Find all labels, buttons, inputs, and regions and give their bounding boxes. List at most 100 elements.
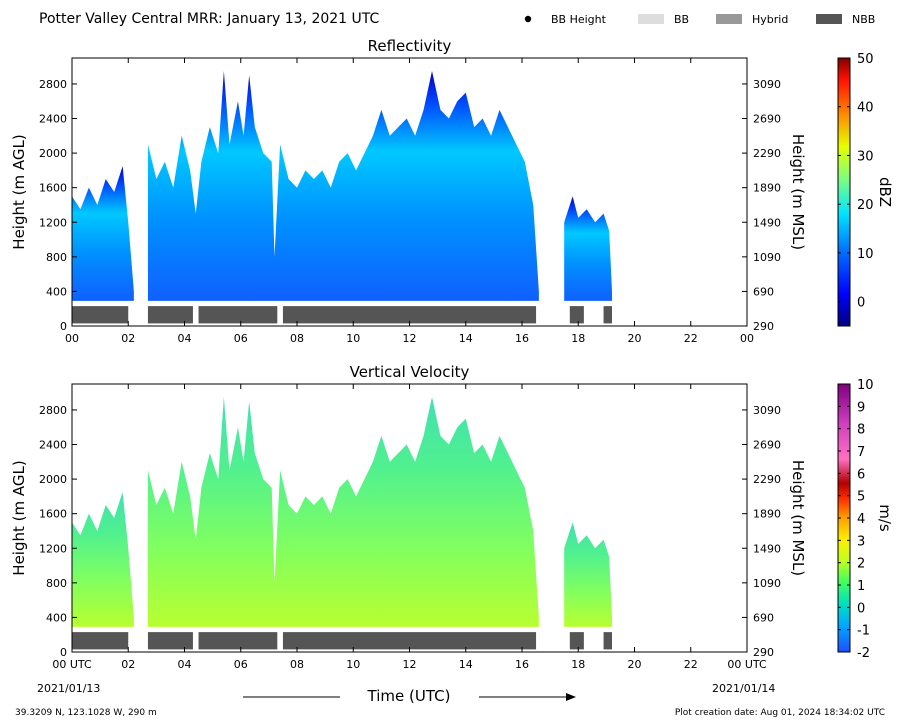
y2-tick-label: 690	[753, 285, 774, 298]
precip-type-bar	[569, 632, 584, 650]
y-tick-label: 400	[46, 611, 67, 624]
colorbar-tick-label: 4	[857, 512, 865, 527]
velocity-echo-segment	[564, 522, 612, 627]
colorbar-tick-label: 6	[857, 467, 865, 482]
y-tick-label: 0	[60, 320, 67, 333]
y-tick-label: 800	[46, 251, 67, 264]
colorbar-tick-label: 9	[857, 400, 865, 415]
x-tick-label: 00 UTC	[727, 658, 767, 671]
y-tick-label: 1600	[39, 182, 67, 195]
y-tick-label: 2800	[39, 404, 67, 417]
precip-type-bar	[72, 306, 129, 324]
x-axis-label: Time (UTC)	[367, 687, 451, 705]
x-tick-label: 00 UTC	[52, 658, 92, 671]
legend-swatch-nbb	[816, 14, 842, 24]
colorbar-tick-label: -1	[857, 624, 870, 639]
x-tick-label: 00	[740, 332, 754, 345]
reflectivity-colorbar-label: dBZ	[876, 177, 894, 207]
x-tick-label: 18	[571, 332, 585, 345]
velocity-precip-type-bars	[72, 632, 612, 650]
legend-label-bb-height: BB Height	[551, 13, 607, 26]
colorbar-tick-label: 1	[857, 579, 865, 594]
y2-tick-label: 1090	[753, 577, 781, 590]
y-tick-label: 1200	[39, 542, 67, 555]
y-tick-label: 800	[46, 577, 67, 590]
x-tick-label: 20	[628, 658, 642, 671]
precip-type-bar	[147, 306, 193, 324]
x-tick-label: 16	[515, 658, 529, 671]
y2-tick-label: 290	[753, 646, 774, 659]
x-tick-label: 12	[403, 332, 417, 345]
y-tick-label: 2000	[39, 473, 67, 486]
legend-label-bb: BB	[674, 13, 689, 26]
velocity-colorbar-label: m/s	[876, 504, 894, 532]
colorbar-tick-label: 30	[857, 149, 874, 164]
colorbar-tick-label: 10	[857, 378, 874, 393]
x-tick-label: 08	[290, 332, 304, 345]
legend-label-nbb: NBB	[852, 13, 875, 26]
precip-type-bar	[282, 306, 537, 324]
y2-tick-label: 2290	[753, 473, 781, 486]
precip-type-bar	[569, 306, 584, 324]
x-tick-label: 06	[234, 658, 248, 671]
y-tick-label: 400	[46, 285, 67, 298]
x-tick-label: 16	[515, 332, 529, 345]
x-tick-label: 04	[178, 332, 192, 345]
y2-tick-label: 3090	[753, 404, 781, 417]
velocity-echo-segment	[147, 396, 539, 627]
velocity-y2-axis-label: Height (m MSL)	[789, 460, 807, 576]
y2-tick-label: 1490	[753, 216, 781, 229]
y2-tick-label: 690	[753, 611, 774, 624]
reflectivity-precip-type-bars	[72, 306, 612, 324]
legend-swatch-hybrid	[716, 14, 742, 24]
precip-type-bar	[147, 632, 193, 650]
colorbar-tick-label: -2	[857, 646, 870, 661]
figure-title: Potter Valley Central MRR: January 13, 2…	[39, 11, 379, 27]
x-tick-label: 02	[121, 658, 135, 671]
precip-type-bar	[603, 632, 612, 650]
colorbar-tick-label: 0	[857, 296, 865, 311]
x-tick-label: 20	[628, 332, 642, 345]
start-date-label: 2021/01/13	[37, 682, 100, 695]
y2-tick-label: 1490	[753, 542, 781, 555]
colorbar-tick-label: 3	[857, 534, 865, 549]
x-tick-label: 02	[121, 332, 135, 345]
x-tick-label: 10	[346, 658, 360, 671]
y-tick-label: 2800	[39, 78, 67, 91]
legend: BB Height BB Hybrid NBB	[524, 13, 875, 26]
x-tick-label: 08	[290, 658, 304, 671]
reflectivity-echo-segment	[147, 70, 539, 301]
x-tick-label: 14	[459, 332, 473, 345]
precip-type-bar	[282, 632, 537, 650]
y2-tick-label: 2690	[753, 113, 781, 126]
reflectivity-colorbar	[837, 57, 851, 327]
reflectivity-y2-axis-label: Height (m MSL)	[789, 134, 807, 250]
x-tick-label: 22	[684, 332, 698, 345]
reflectivity-title: Reflectivity	[368, 37, 452, 55]
legend-bb-height-marker	[524, 15, 532, 23]
location-label: 39.3209 N, 123.1028 W, 290 m	[15, 708, 157, 718]
x-tick-label: 00	[65, 332, 79, 345]
x-tick-label: 14	[459, 658, 473, 671]
velocity-echo-field	[72, 396, 612, 627]
colorbar-tick-label: 0	[857, 601, 865, 616]
precip-type-bar	[198, 306, 278, 324]
y-tick-label: 2000	[39, 147, 67, 160]
x-tick-label: 06	[234, 332, 248, 345]
colorbar-tick-label: 50	[857, 52, 874, 67]
x-tick-label: 22	[684, 658, 698, 671]
precip-type-bar	[72, 632, 129, 650]
x-tick-label: 04	[178, 658, 192, 671]
end-date-label: 2021/01/14	[712, 682, 775, 695]
y2-tick-label: 2290	[753, 147, 781, 160]
reflectivity-echo-segment	[564, 196, 612, 301]
reflectivity-y-axis-label: Height (m AGL)	[10, 134, 28, 249]
reflectivity-echo-field	[72, 70, 612, 301]
y2-tick-label: 1890	[753, 508, 781, 521]
colorbar-tick-label: 2	[857, 557, 865, 572]
x-tick-label: 12	[403, 658, 417, 671]
y2-tick-label: 1090	[753, 251, 781, 264]
time-arrow-head	[566, 693, 576, 701]
y-tick-label: 2400	[39, 439, 67, 452]
colorbar-tick-label: 8	[857, 423, 865, 438]
